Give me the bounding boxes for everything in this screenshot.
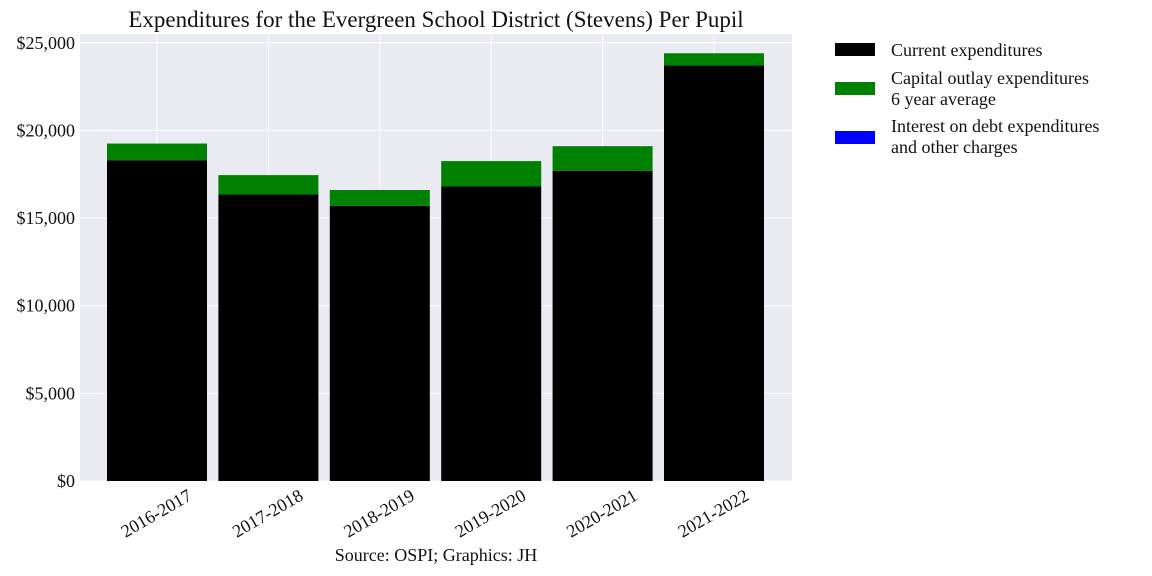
bar-s1-2018-2019	[329, 190, 430, 206]
legend-label: Capital outlay expenditures 6 year averag…	[891, 68, 1089, 109]
y-axis: $0 $5,000 $10,000 $15,000 $20,000 $25,000	[17, 33, 76, 491]
y-tick-label: $25,000	[17, 33, 76, 53]
bar-s1-2019-2020	[441, 161, 542, 187]
bar-s1-2016-2017	[107, 143, 207, 161]
x-axis: 2016-2017 2017-2018 2018-2019 2019-2020 2020…	[117, 485, 752, 541]
legend-swatch	[835, 43, 875, 56]
y-tick-label: $5,000	[26, 383, 76, 403]
x-tick-label: 2019-2020	[452, 485, 530, 541]
bar-s1-2017-2018	[218, 175, 319, 195]
x-tick-label: 2016-2017	[117, 485, 195, 541]
bar-s0-2017-2018	[218, 194, 319, 482]
y-tick-label: $20,000	[17, 120, 76, 140]
bar-s0-2018-2019	[329, 205, 430, 481]
legend-label: Interest on debt expenditures and other c…	[891, 116, 1099, 157]
bar-s0-2016-2017	[107, 160, 207, 481]
bars	[107, 53, 764, 482]
legend-swatch	[835, 131, 875, 144]
y-tick-label: $15,000	[17, 208, 76, 228]
x-tick-label: 2020-2021	[563, 485, 641, 541]
y-tick-label: $10,000	[17, 296, 76, 316]
legend-swatch	[835, 82, 875, 95]
chart-title: Expenditures for the Evergreen School Di…	[128, 7, 743, 32]
bar-s0-2021-2022	[664, 65, 764, 481]
bar-s1-2021-2022	[664, 53, 764, 66]
x-tick-label: 2021-2022	[674, 485, 752, 541]
x-tick-label: 2017-2018	[229, 485, 307, 541]
legend: Current expenditures Capital outlay expen…	[835, 40, 1099, 157]
bar-s0-2019-2020	[441, 186, 542, 481]
source-label: Source: OSPI; Graphics: JH	[335, 545, 537, 565]
bar-s1-2020-2021	[552, 146, 653, 171]
y-tick-label: $0	[57, 471, 75, 491]
legend-label: Current expenditures	[891, 40, 1042, 60]
x-tick-label: 2018-2019	[340, 485, 418, 541]
bar-s0-2020-2021	[552, 170, 653, 481]
